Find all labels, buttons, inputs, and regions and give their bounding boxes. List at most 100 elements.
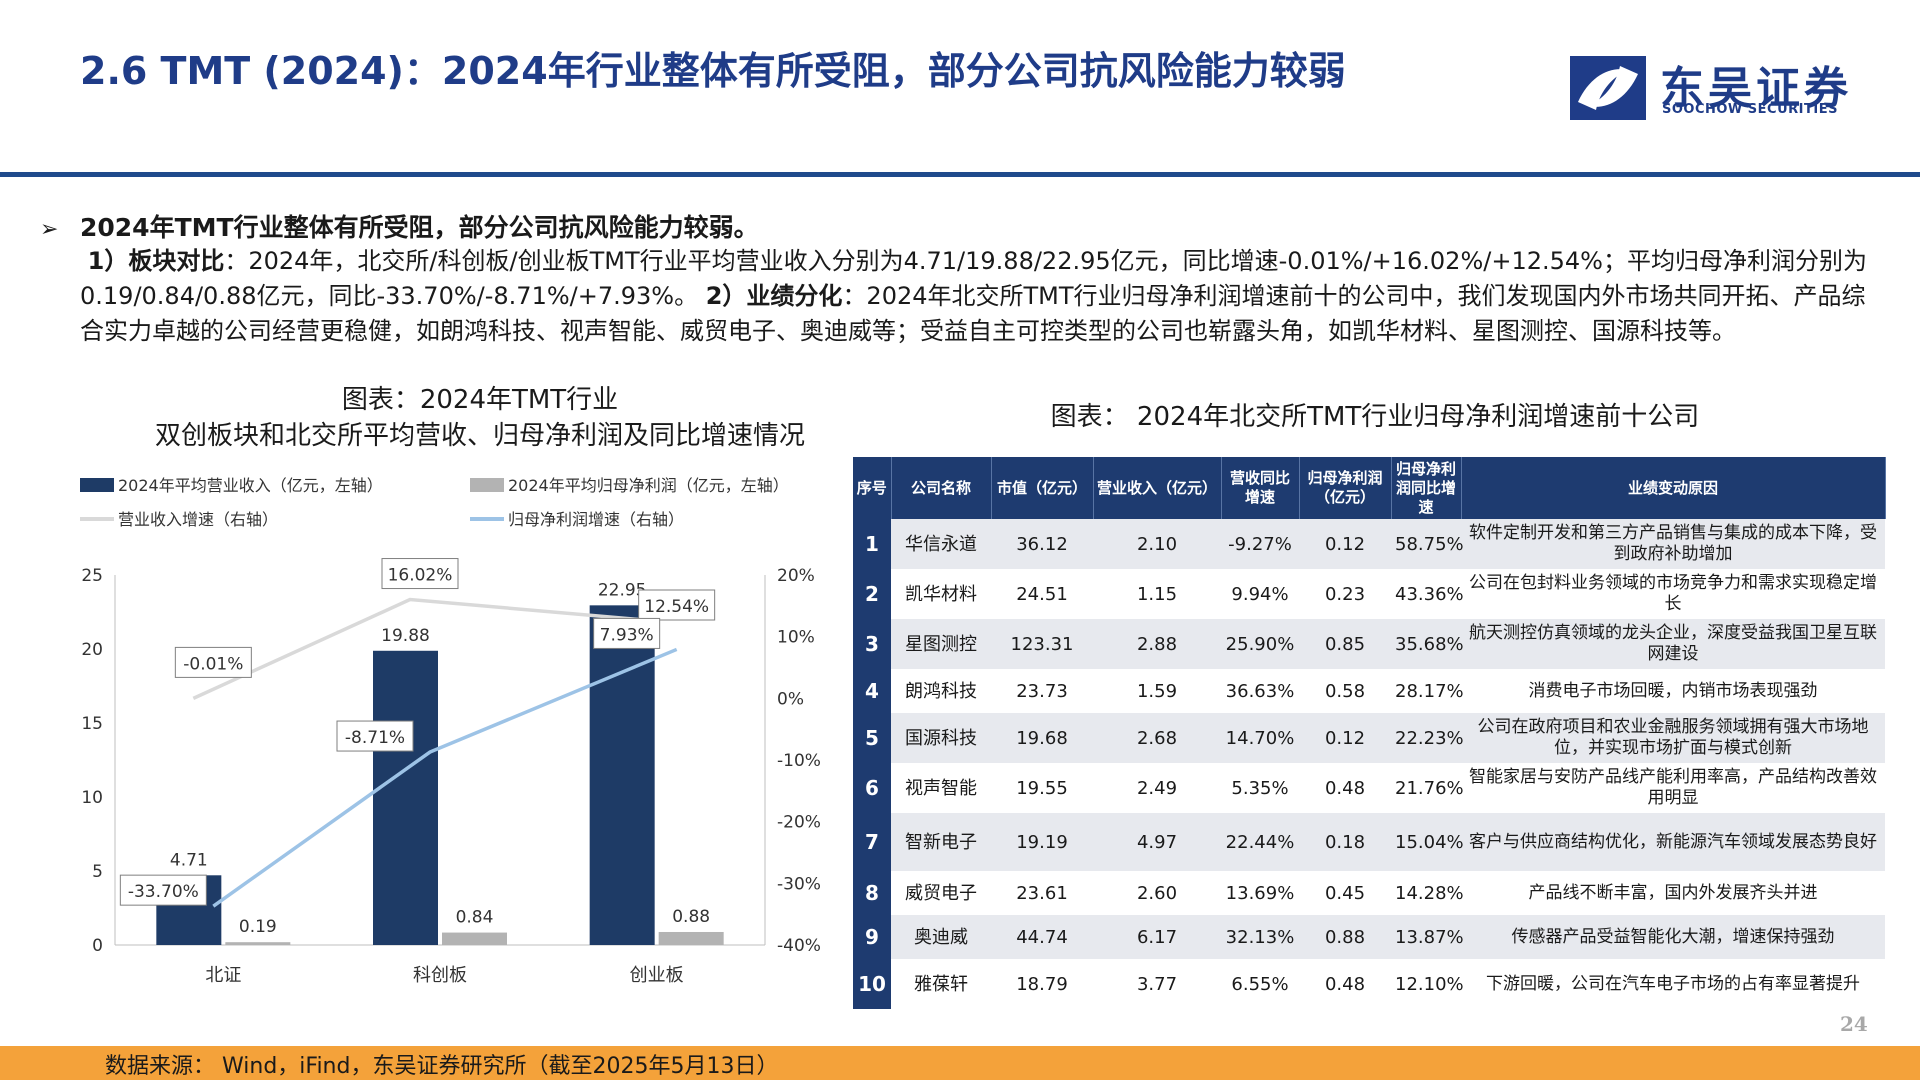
table-cell: 智新电子 (891, 813, 991, 871)
table-cell: 朗鸿科技 (891, 669, 991, 713)
table-header-cell: 公司名称 (891, 457, 992, 519)
y-right-tick-label: -10% (777, 751, 821, 771)
revenue-growth-label: 12.54% (644, 597, 709, 617)
table-cell: 3.77 (1093, 959, 1221, 1009)
table-cell: 4.97 (1093, 813, 1221, 871)
revenue-profit-combo-chart: 0 5 10 15 20 25 -40% -30% -20% -10% 0% 10% 20% 北证 科创板 创… (80, 476, 821, 986)
reason-cell: 客户与供应商结构优化，新能源汽车领域发展态势良好 (1461, 813, 1885, 871)
table-cell: 0.48 (1299, 763, 1391, 813)
reason-cell: 航天测控仿真领域的龙头企业，深度受益我国卫星互联网建设 (1461, 619, 1885, 669)
revenue-bar-label: 19.88 (381, 626, 430, 646)
table-cell: 14.28% (1391, 871, 1464, 915)
x-category-label: 科创板 (413, 965, 467, 986)
table-header-cell: 归母净利润（亿元） (1299, 457, 1392, 519)
table-cell: 0.58 (1299, 669, 1391, 713)
revenue-growth-label: -0.01% (183, 654, 243, 674)
table-cell: -9.27% (1221, 519, 1299, 569)
left-chart-title-line2: 双创板块和北交所平均营收、归母净利润及同比增速情况 (154, 421, 805, 451)
row-index: 8 (853, 871, 891, 915)
net-profit-bar-label: 0.19 (239, 917, 277, 937)
table-row: 5 国源科技 19.68 2.68 14.70% 0.12 22.23% 公司在政府项目和农业… (853, 713, 1885, 763)
table-cell: 2.68 (1093, 713, 1221, 763)
legend-label: 归母净利润增速（右轴） (508, 510, 684, 529)
reason-cell: 产品线不断丰富，国内外发展齐头并进 (1461, 871, 1885, 915)
table-cell: 22.23% (1391, 713, 1464, 763)
title-block: 2.6 TMT (2024)：2024年行业整体有所受阻，部分公司抗风险能力较弱 (80, 48, 1380, 94)
growth-callout-box (119, 874, 207, 906)
summary-paragraph: 1）板块对比：2024年，北交所/科创板/创业板TMT行业平均营业收入分别为4.… (80, 244, 1880, 349)
x-category-label: 北证 (205, 965, 241, 986)
table-cell: 36.63% (1221, 669, 1299, 713)
y-left-tick-label: 10 (81, 788, 103, 808)
x-category-label: 创业板 (630, 965, 684, 986)
reason-cell: 消费电子市场回暖，内销市场表现强劲 (1461, 669, 1885, 713)
table-cell: 32.13% (1221, 915, 1299, 959)
legend-label: 2024年平均归母净利润（亿元，左轴） (508, 476, 789, 495)
table-cell: 14.70% (1221, 713, 1299, 763)
table-row: 9 奥迪威 44.74 6.17 32.13% 0.88 13.87% 传感器产品受益智能化大… (853, 915, 1885, 959)
table-cell: 6.17 (1093, 915, 1221, 959)
table-cell: 5.35% (1221, 763, 1299, 813)
table-cell: 星图测控 (891, 619, 991, 669)
y-right-tick-label: 10% (777, 628, 815, 648)
table-cell: 25.90% (1221, 619, 1299, 669)
slide-title: 2.6 TMT (2024)：2024年行业整体有所受阻，部分公司抗风险能力较弱 (80, 49, 1346, 93)
table-cell: 凯华材料 (891, 569, 991, 619)
net-profit-growth-label: -33.70% (128, 882, 199, 902)
y-left-tick-label: 20 (81, 640, 103, 660)
reason-cell: 智能家居与安防产品线产能利用率高，产品结构改善效用明显 (1461, 763, 1885, 813)
table-cell: 0.12 (1299, 713, 1391, 763)
reason-cell: 公司在政府项目和农业金融服务领域拥有强大市场地位，并实现市场扩面与模式创新 (1461, 713, 1885, 763)
row-index: 9 (853, 915, 891, 959)
y-right-tick-label: -30% (777, 874, 821, 894)
table-cell: 19.19 (991, 813, 1093, 871)
y-right-tick-label: -20% (777, 813, 821, 833)
table-cell: 19.68 (991, 713, 1093, 763)
net-profit-growth-line (212, 647, 678, 908)
summary-headline: ➢ 2024年TMT行业整体有所受阻，部分公司抗风险能力较弱。 (40, 208, 759, 244)
table-cell: 视声智能 (891, 763, 991, 813)
table-cell: 6.55% (1221, 959, 1299, 1009)
table-cell: 2.60 (1093, 871, 1221, 915)
table-header-row: 序号 公司名称 市值（亿元） 营业收入（亿元） 营收同比增速 归母净利润（亿元） 归母净利润… (853, 457, 1886, 519)
legend-swatch (80, 478, 114, 492)
y-right-tick-label: 0% (777, 689, 804, 709)
table-row: 8 威贸电子 23.61 2.60 13.69% 0.45 14.28% 产品线不断丰富，国内… (853, 871, 1885, 915)
table-row: 10 雅葆轩 18.79 3.77 6.55% 0.48 12.10% 下游回暖，公司在汽车电… (853, 959, 1885, 1009)
net-profit-growth-label: -8.71% (345, 728, 405, 748)
table-cell: 22.44% (1221, 813, 1299, 871)
reason-cell: 传感器产品受益智能化大潮，增速保持强劲 (1461, 915, 1885, 959)
table-cell: 15.04% (1391, 813, 1464, 871)
growth-callout-box (174, 646, 252, 678)
table-row: 3 星图测控 123.31 2.88 25.90% 0.85 35.68% 航天测控仿真领域的… (853, 619, 1885, 669)
legend-label: 2024年平均营业收入（亿元，左轴） (118, 476, 383, 495)
revenue-growth-label: 16.02% (388, 566, 453, 586)
table-header-cell: 营收同比增速 (1221, 457, 1300, 519)
table-cell: 43.36% (1391, 569, 1464, 619)
revenue-bar-label: 22.95 (598, 580, 647, 600)
table-cell: 0.85 (1299, 619, 1391, 669)
net-profit-bar-label: 0.88 (672, 907, 710, 927)
footer-bar (0, 1046, 1920, 1080)
table-cell: 18.79 (991, 959, 1093, 1009)
net-profit-bar (658, 931, 724, 945)
row-index: 10 (853, 959, 891, 1009)
left-chart-title: 图表：2024年TMT行业 双创板块和北交所平均营收、归母净利润及同比增速情况 (60, 382, 900, 454)
table-cell: 0.18 (1299, 813, 1391, 871)
row-index: 1 (853, 519, 891, 569)
table-cell: 44.74 (991, 915, 1093, 959)
table-cell: 威贸电子 (891, 871, 991, 915)
table-cell: 奥迪威 (891, 915, 991, 959)
legend-label: 营业收入增速（右轴） (118, 510, 278, 529)
company-logo: 东吴证券 SOOCHOW SECURITIES (1570, 52, 1860, 120)
top10-companies-table: 序号 公司名称 市值（亿元） 营业收入（亿元） 营收同比增速 归母净利润（亿元） 归母净利润… (853, 457, 1886, 1009)
table-header-cell: 序号 (853, 457, 892, 519)
table-cell: 28.17% (1391, 669, 1464, 713)
table-cell: 12.10% (1391, 959, 1464, 1009)
y-left-tick-label: 25 (81, 566, 103, 586)
table-cell: 雅葆轩 (891, 959, 991, 1009)
arrow-bullet-icon: ➢ (40, 217, 59, 242)
y-left-tick-label: 5 (92, 862, 103, 882)
table-cell: 0.45 (1299, 871, 1391, 915)
left-chart-title-line1: 图表：2024年TMT行业 (341, 385, 619, 415)
